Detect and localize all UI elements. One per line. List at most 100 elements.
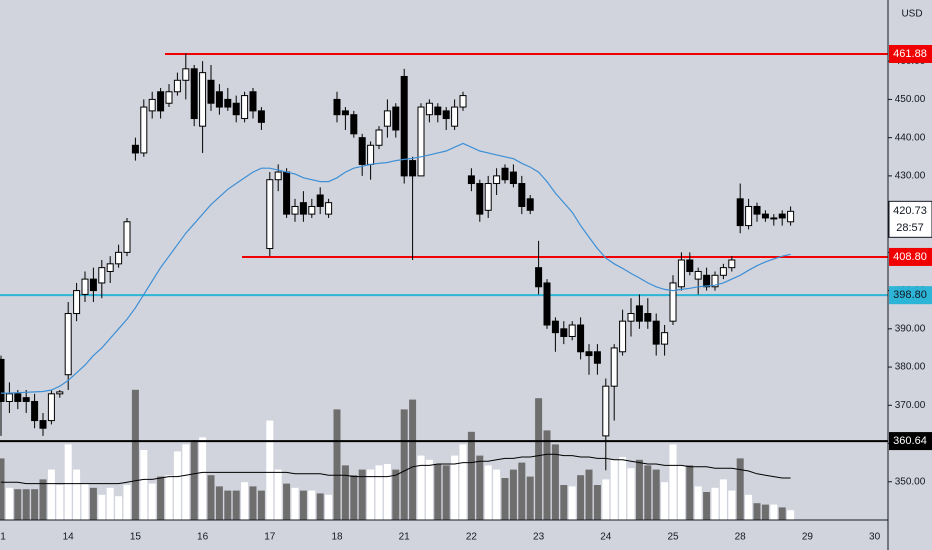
- volume-bar: [325, 494, 333, 520]
- candle-body: [543, 282, 551, 326]
- candle-body: [745, 205, 753, 227]
- candle-body: [509, 171, 517, 185]
- volume-bar: [551, 444, 559, 520]
- x-tick-label: 29: [802, 532, 814, 543]
- volume-bar: [64, 444, 72, 520]
- last-price-box: [888, 200, 932, 238]
- candle-body: [249, 91, 257, 112]
- candle-body: [400, 75, 408, 177]
- volume-bar: [509, 469, 517, 520]
- volume-bar: [31, 489, 39, 520]
- volume-bar: [148, 483, 156, 520]
- volume-bar: [224, 490, 232, 520]
- candle-body: [476, 183, 484, 215]
- candle-body: [686, 259, 694, 272]
- volume-bar: [341, 465, 349, 520]
- volume-bar: [73, 469, 81, 520]
- currency-label: USD: [901, 9, 922, 20]
- candle-body: [610, 347, 618, 387]
- candle-body: [501, 167, 509, 181]
- level-label-box: [889, 286, 932, 305]
- candle-body: [291, 205, 299, 215]
- candle-body: [98, 267, 106, 284]
- countdown-label: 28:57: [896, 222, 924, 234]
- candle-body: [652, 320, 660, 345]
- candle-body: [661, 332, 669, 345]
- volume-bar: [728, 490, 736, 520]
- volume-bar: [585, 469, 593, 520]
- candle-body: [358, 137, 366, 165]
- y-tick-label: 380.00: [895, 362, 926, 373]
- candle-body: [467, 175, 475, 185]
- volume-bar: [753, 503, 761, 520]
- candle-body: [434, 106, 442, 116]
- volume-bar: [241, 482, 249, 520]
- volume-bar: [535, 398, 543, 520]
- volume-bar: [358, 469, 366, 520]
- level-label-box: [889, 432, 932, 451]
- volume-bar: [350, 475, 358, 520]
- x-tick-label: 30: [869, 532, 881, 543]
- candle-body: [635, 305, 643, 322]
- level-label-box: [889, 247, 932, 266]
- volume-bar: [619, 457, 627, 520]
- candle-body: [383, 110, 391, 127]
- candle-body: [73, 290, 81, 315]
- candle-body: [131, 144, 139, 154]
- volume-bar: [123, 485, 131, 520]
- volume-bar: [409, 399, 417, 520]
- candle-body: [761, 213, 769, 219]
- candle-body: [568, 324, 576, 337]
- candle-body: [115, 251, 123, 265]
- volume-bar: [451, 455, 459, 520]
- volume-bar: [602, 479, 610, 520]
- volume-bar: [274, 469, 282, 520]
- candle-body: [325, 202, 333, 215]
- volume-bar: [686, 465, 694, 520]
- x-tick-label: 14: [63, 532, 75, 543]
- candle-body: [459, 95, 467, 108]
- candle-body: [56, 391, 64, 395]
- volume-bar: [115, 496, 123, 520]
- candle-body: [182, 68, 190, 81]
- x-tick-label: 23: [533, 532, 545, 543]
- candle-body: [207, 79, 215, 104]
- volume-ma-line: [1, 453, 791, 485]
- volume-bar: [182, 444, 190, 520]
- volume-bar: [467, 431, 475, 520]
- candle-body: [425, 102, 433, 116]
- candle-body: [694, 270, 702, 280]
- volume-bar: [459, 444, 467, 520]
- x-tick-label: 15: [130, 532, 142, 543]
- candle-body: [241, 95, 249, 120]
- level-label: 398.80: [893, 289, 927, 301]
- candle-body: [148, 98, 156, 112]
- level-label: 461.88: [893, 48, 927, 60]
- candle-body: [274, 171, 282, 181]
- candle-body: [190, 68, 198, 120]
- volume-bar: [383, 464, 391, 520]
- x-tick-label: 18: [331, 532, 343, 543]
- y-tick-label: 430.00: [895, 171, 926, 182]
- volume-bar: [610, 459, 618, 520]
- candle-body: [719, 267, 727, 276]
- candle-body: [535, 267, 543, 288]
- candle-body: [64, 313, 72, 376]
- volume-bar: [283, 483, 291, 520]
- candle-body: [778, 213, 786, 219]
- x-tick-label: 28: [735, 532, 747, 543]
- volume-bar: [770, 504, 778, 520]
- y-tick-label: 350.00: [895, 476, 926, 487]
- candle-body: [350, 114, 358, 135]
- candle-body: [215, 91, 223, 108]
- candle-body: [199, 72, 207, 127]
- candle-body: [728, 259, 736, 269]
- volume-bar: [106, 487, 114, 520]
- candle-body: [753, 205, 761, 215]
- volume-bar: [173, 451, 181, 520]
- volume-bar: [711, 487, 719, 520]
- candle-body: [711, 274, 719, 288]
- y-tick-label: 390.00: [895, 323, 926, 334]
- volume-bar: [677, 465, 685, 520]
- candle-body: [669, 282, 677, 322]
